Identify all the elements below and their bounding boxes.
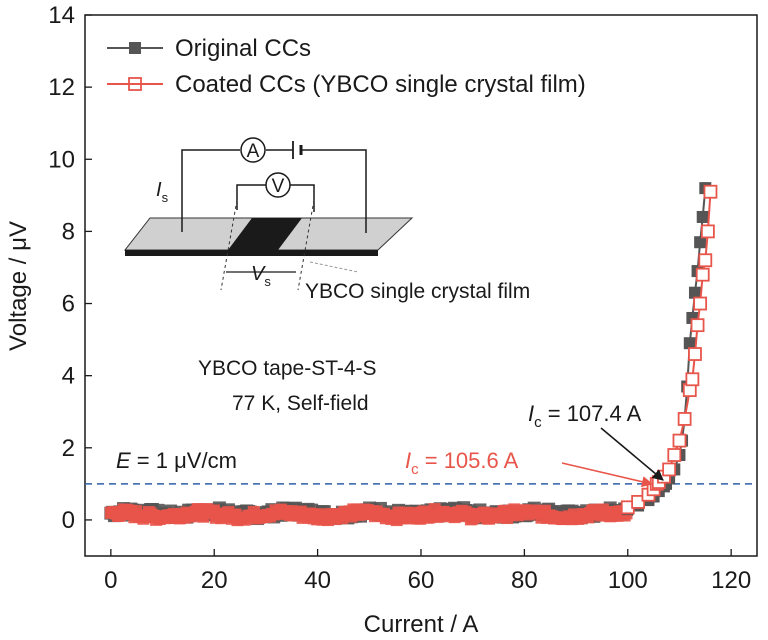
data-point-coated <box>690 318 705 333</box>
data-point-coated <box>700 224 715 239</box>
data-point-coated <box>698 253 713 268</box>
criterion-label: E = 1 μV/cm <box>116 448 237 473</box>
data-point-coated <box>662 462 677 477</box>
current-wire-left <box>181 149 240 232</box>
film-leader-line <box>309 261 359 273</box>
x-tick-label: 20 <box>201 567 228 594</box>
ic-arrow-coated <box>561 462 654 488</box>
data-point-original <box>688 286 701 299</box>
condition-note: 77 K, Self-field <box>232 392 369 415</box>
noise-band <box>104 501 633 527</box>
data-point-coated <box>695 267 710 282</box>
voltmeter-circle <box>265 172 291 198</box>
current-wire-right <box>301 149 367 233</box>
x-tick-label: 80 <box>511 567 538 594</box>
x-axis-label: Current / A <box>364 611 479 638</box>
legend-label-original: Original CCs <box>175 35 311 62</box>
sample-note: YBCO tape-ST-4-S <box>198 357 377 380</box>
data-point-coated <box>672 433 687 448</box>
data-point-coated <box>693 296 708 311</box>
measurement-schematic: A V Is Vs YBCO single crystal film <box>123 137 530 303</box>
voltage-wire-right <box>290 184 315 212</box>
y-tick-label: 14 <box>48 2 75 29</box>
y-tick-label: 8 <box>62 218 75 245</box>
tape-edge <box>125 250 378 256</box>
data-point-coated <box>677 412 692 426</box>
y-tick-label: 4 <box>62 363 75 390</box>
y-tick-label: 12 <box>48 74 75 101</box>
data-point-coated <box>631 494 646 509</box>
data-series <box>620 182 718 516</box>
x-tick-label: 40 <box>304 567 331 594</box>
ic-annotation-original: Ic = 107.4 A <box>528 401 664 481</box>
ic-annotation-coated: Ic = 105.6 A <box>405 448 654 488</box>
legend-label-coated: Coated CCs (YBCO single crystal film) <box>175 71 586 98</box>
x-tick-label: 120 <box>711 567 751 594</box>
legend-marker-original <box>129 42 141 54</box>
data-point-coated <box>685 372 700 387</box>
y-axis-label: Voltage / μV <box>5 221 32 351</box>
voltage-wire-left <box>236 184 266 210</box>
legend: Original CCs Coated CCs (YBCO single cry… <box>107 35 586 98</box>
data-point-original <box>683 337 696 350</box>
y-tick-label: 0 <box>62 507 75 534</box>
x-tick-label: 0 <box>104 567 117 594</box>
legend-marker-coated <box>128 77 142 91</box>
y-tick-label: 6 <box>62 291 75 318</box>
ic-arrow-original <box>600 427 664 481</box>
ic-label-coated: Ic = 105.6 A <box>405 448 519 478</box>
x-tick-label: 60 <box>408 567 435 594</box>
axis-ticks: 0 20 40 60 80 100 120 0 2 4 6 8 10 12 14 <box>48 2 751 594</box>
voltage-label-vs: Vs <box>251 263 271 289</box>
data-point-original <box>696 210 709 223</box>
voltmeter-symbol: V <box>272 176 285 197</box>
y-tick-label: 10 <box>48 146 75 173</box>
data-point-original <box>694 236 707 249</box>
ammeter-symbol: A <box>247 141 260 162</box>
ammeter-circle <box>240 137 266 163</box>
y-tick-label: 2 <box>62 435 75 462</box>
data-point-coated <box>703 184 718 199</box>
data-point-coated <box>667 448 682 462</box>
current-label-is: Is <box>156 179 169 205</box>
film-label: YBCO single crystal film <box>305 280 530 303</box>
data-point-coated <box>688 347 702 361</box>
x-tick-label: 100 <box>608 567 648 594</box>
ybco-film-patch <box>228 218 302 250</box>
legend-item-original: Original CCs <box>107 35 311 62</box>
legend-item-coated: Coated CCs (YBCO single crystal film) <box>107 71 586 98</box>
ic-label-original: Ic = 107.4 A <box>528 401 642 431</box>
